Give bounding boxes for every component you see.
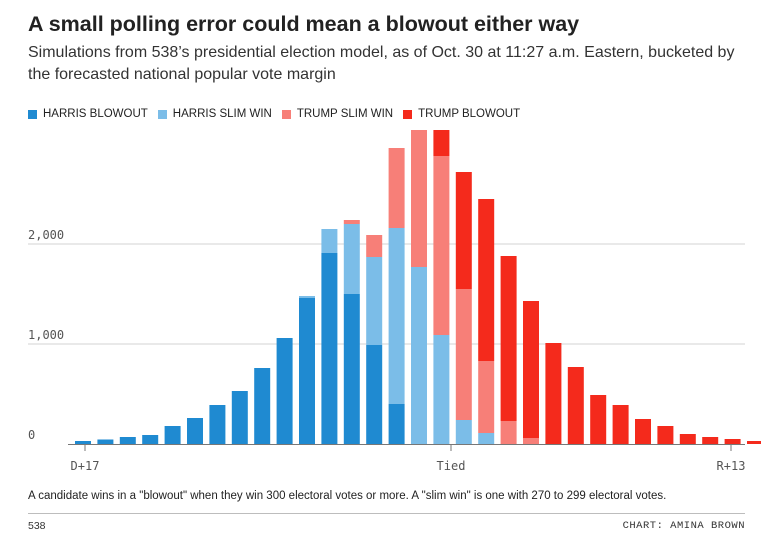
- bar-segment-trump-slim: [366, 235, 383, 257]
- bar-segment-trump-blowout: [635, 419, 651, 444]
- bar-segment-trump-slim: [388, 148, 405, 228]
- bar-segment-harris-blowout: [388, 404, 405, 444]
- bar-segment-trump-blowout: [523, 301, 539, 438]
- bar-segment-harris-blowout: [276, 338, 293, 444]
- bar-segment-harris-slim: [455, 420, 472, 444]
- bar-segment-harris-blowout: [366, 345, 383, 444]
- bar-segment-trump-blowout: [747, 441, 761, 444]
- chart-plot: 0 1,000 2,000 D+17 Tied R+13: [28, 130, 761, 473]
- bar-segment-harris-slim: [366, 257, 383, 345]
- bar-segment-harris-blowout: [75, 441, 91, 444]
- x-tick-label: R+13: [717, 459, 746, 473]
- bar-segment-harris-blowout: [343, 294, 360, 444]
- bar-segment-harris-blowout: [164, 426, 181, 444]
- bar-segment-harris-slim: [321, 229, 338, 253]
- bar-segment-trump-blowout: [478, 199, 495, 361]
- bar-segment-harris-slim: [388, 228, 405, 404]
- source-label: 538: [28, 520, 46, 532]
- bar-segment-harris-blowout: [231, 391, 248, 444]
- footer-divider: [28, 513, 745, 514]
- bar-segment-trump-blowout: [455, 172, 472, 289]
- bar-segment-harris-slim: [411, 267, 427, 444]
- y-tick-label: 1,000: [28, 328, 64, 342]
- bar-segment-trump-blowout: [500, 256, 517, 421]
- y-tick-label: 0: [28, 428, 35, 442]
- bar-segment-harris-blowout: [119, 437, 136, 444]
- bar-segment-trump-blowout: [545, 343, 562, 444]
- legend-item-trump-slim: TRUMP SLIM WIN: [281, 108, 394, 120]
- bar-segment-harris-blowout: [299, 298, 315, 444]
- chart-footnote: A candidate wins in a "blowout" when the…: [28, 490, 667, 502]
- bar-segment-harris-blowout: [142, 435, 159, 444]
- legend-label-harris-slim: HARRIS SLIM WIN: [172, 108, 272, 120]
- chart-subtitle: Simulations from 538’s presidential elec…: [28, 44, 735, 83]
- legend-swatch-trump-blowout: [403, 109, 413, 119]
- bar-segment-trump-slim: [500, 421, 517, 444]
- bar-segment-trump-slim: [455, 289, 472, 420]
- bar-segment-trump-slim: [433, 156, 450, 335]
- bar-segment-trump-blowout: [657, 426, 674, 444]
- legend: HARRIS BLOWOUT HARRIS SLIM WIN TRUMP SLI…: [28, 108, 520, 120]
- legend-label-trump-blowout: TRUMP BLOWOUT: [418, 108, 521, 120]
- bar-segment-harris-slim: [343, 224, 360, 294]
- bar-segment-harris-blowout: [187, 418, 203, 444]
- bar-segment-harris-blowout: [321, 253, 338, 444]
- legend-label-trump-slim: TRUMP SLIM WIN: [296, 108, 394, 120]
- bar-segment-trump-blowout: [724, 439, 741, 444]
- bar-segment-trump-blowout: [679, 434, 696, 444]
- bar-segment-harris-blowout: [254, 368, 271, 444]
- x-tick-label: Tied: [437, 459, 466, 473]
- bar-segment-trump-blowout: [567, 367, 584, 444]
- bar-segment-harris-blowout: [97, 439, 114, 444]
- bar-segment-trump-blowout: [590, 395, 607, 444]
- bar-segment-trump-slim: [523, 438, 539, 444]
- bar-segment-trump-slim: [343, 220, 360, 224]
- legend-swatch-harris-blowout: [28, 109, 37, 119]
- bar-segment-trump-blowout: [433, 130, 450, 156]
- bar-segment-trump-slim: [478, 361, 495, 433]
- legend-item-trump-blowout: TRUMP BLOWOUT: [403, 108, 520, 120]
- legend-swatch-trump-slim: [281, 109, 291, 119]
- bar-segment-trump-blowout: [702, 437, 719, 444]
- bar-segment-trump-slim: [411, 130, 427, 267]
- chart-credit: CHART: AMINA BROWN: [622, 520, 745, 532]
- bar-segment-trump-blowout: [612, 405, 629, 444]
- y-tick-label: 2,000: [28, 228, 64, 242]
- legend-swatch-harris-slim: [157, 109, 167, 119]
- x-tick-label: D+17: [71, 459, 100, 473]
- bar-segment-harris-blowout: [209, 405, 226, 444]
- bar-segment-harris-slim: [478, 433, 495, 444]
- legend-label-harris-blowout: HARRIS BLOWOUT: [43, 108, 148, 120]
- legend-item-harris-blowout: HARRIS BLOWOUT: [28, 108, 148, 120]
- bar-segment-harris-slim: [433, 335, 450, 444]
- legend-item-harris-slim: HARRIS SLIM WIN: [157, 108, 272, 120]
- chart-title: A small polling error could mean a blowo…: [28, 12, 580, 36]
- bar-segment-harris-slim: [299, 296, 315, 298]
